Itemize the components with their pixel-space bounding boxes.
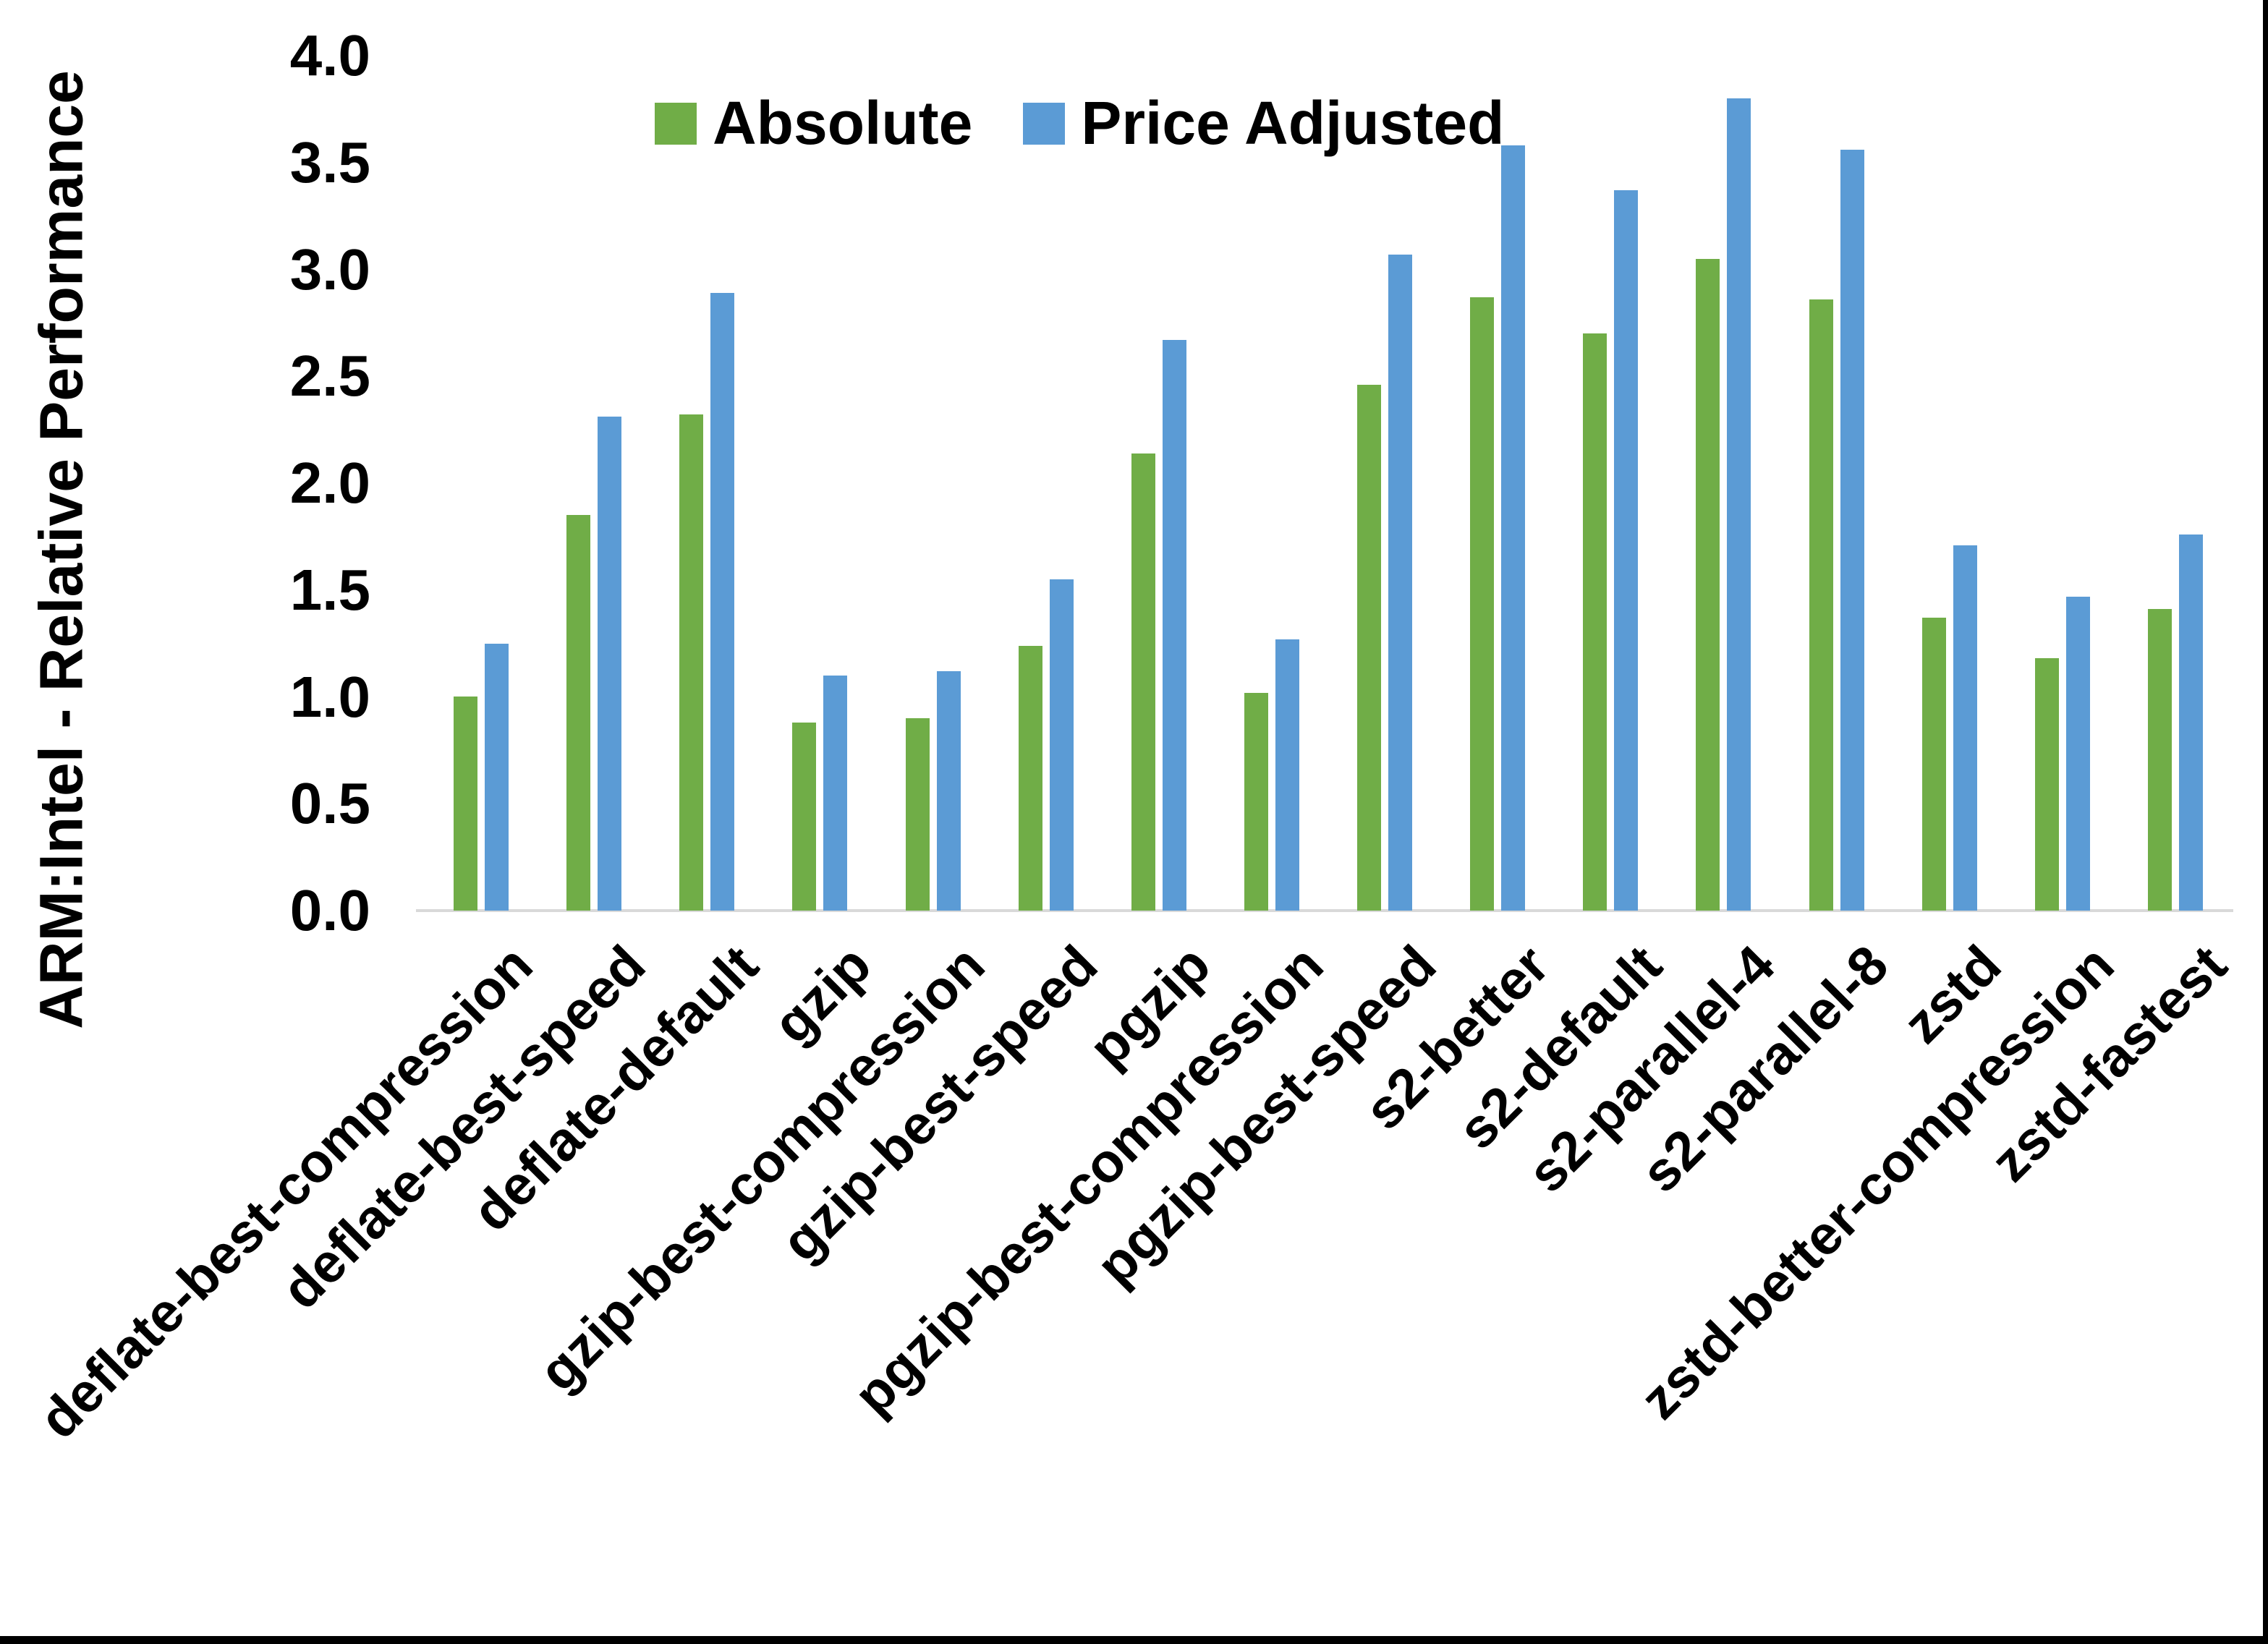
bar-absolute-s2-default: [1583, 333, 1607, 911]
bar-price-adjusted-deflate-best-compression: [485, 644, 509, 911]
bar-price-adjusted-gzip: [823, 676, 847, 911]
bar-price-adjusted-deflate-best-speed: [598, 417, 621, 911]
y-tick-label: 1.5: [289, 557, 370, 622]
y-tick-label: 3.5: [289, 129, 370, 195]
legend: Absolute Price Adjusted: [655, 88, 1504, 158]
y-tick-label: 4.0: [289, 23, 370, 88]
bar-absolute-s2-parallel-8: [1809, 299, 1833, 911]
bar-price-adjusted-deflate-default: [710, 293, 734, 911]
bar-absolute-deflate-best-speed: [566, 515, 590, 911]
bar-absolute-s2-better: [1470, 297, 1494, 911]
bar-price-adjusted-s2-better: [1501, 145, 1525, 911]
bar-price-adjusted-zstd-better-compression: [2066, 597, 2090, 911]
bar-absolute-deflate-best-compression: [454, 697, 477, 911]
bar-absolute-zstd-fastest: [2148, 609, 2172, 911]
legend-item-price-adjusted: Price Adjusted: [1023, 88, 1504, 158]
y-tick-label: 1.0: [289, 664, 370, 729]
bar-absolute-s2-parallel-4: [1696, 259, 1720, 911]
bar-price-adjusted-pgzip: [1163, 340, 1186, 911]
bar-absolute-pgzip: [1131, 453, 1155, 911]
bar-absolute-pgzip-best-compression: [1244, 693, 1268, 911]
y-tick-label: 2.0: [289, 451, 370, 515]
y-tick-label: 0.0: [289, 878, 370, 942]
bar-price-adjusted-zstd-fastest: [2179, 534, 2203, 911]
bar-price-adjusted-pgzip-best-compression: [1275, 639, 1299, 911]
bar-price-adjusted-zstd: [1953, 545, 1977, 911]
x-axis-line: [416, 909, 2233, 912]
bar-price-adjusted-gzip-best-speed: [1050, 579, 1074, 911]
legend-label: Absolute: [713, 89, 973, 157]
bar-price-adjusted-s2-default: [1614, 190, 1638, 911]
legend-swatch-icon: [1023, 102, 1066, 145]
bar-absolute-deflate-default: [679, 414, 703, 911]
legend-swatch-icon: [655, 102, 697, 145]
legend-item-absolute: Absolute: [655, 88, 972, 158]
bar-price-adjusted-gzip-best-compression: [937, 671, 961, 911]
y-tick-label: 0.5: [289, 771, 370, 836]
y-tick-label: 3.0: [289, 237, 370, 302]
bar-absolute-gzip-best-compression: [906, 718, 930, 911]
bar-price-adjusted-s2-parallel-8: [1840, 150, 1864, 911]
bar-absolute-zstd: [1922, 618, 1946, 911]
legend-label: Price Adjusted: [1081, 89, 1505, 157]
bar-absolute-pgzip-best-speed: [1357, 385, 1381, 911]
bar-absolute-gzip: [792, 723, 816, 911]
bar-price-adjusted-pgzip-best-speed: [1388, 255, 1412, 911]
bar-absolute-gzip-best-speed: [1019, 646, 1042, 911]
y-tick-label: 2.5: [289, 344, 370, 409]
bar-absolute-zstd-better-compression: [2035, 658, 2059, 911]
bar-price-adjusted-s2-parallel-4: [1727, 98, 1751, 911]
